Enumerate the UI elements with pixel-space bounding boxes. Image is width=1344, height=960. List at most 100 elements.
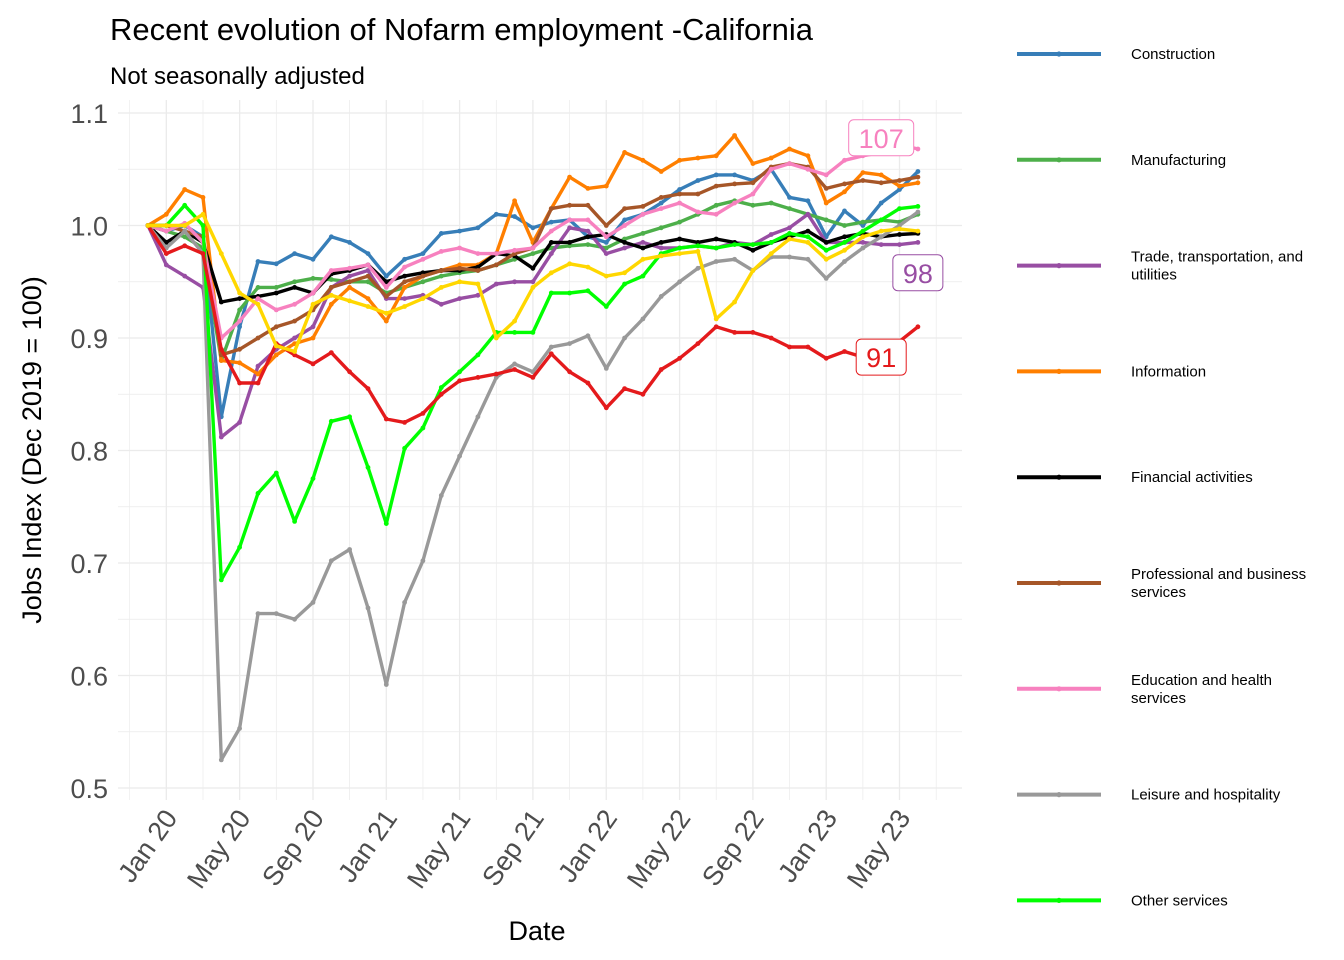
series-point bbox=[585, 202, 591, 208]
series-point bbox=[493, 251, 499, 256]
series-point bbox=[530, 225, 536, 231]
series-point bbox=[365, 268, 371, 273]
series-point bbox=[897, 206, 902, 212]
series-point bbox=[255, 296, 261, 301]
series-point bbox=[420, 273, 426, 279]
series-point bbox=[823, 247, 829, 253]
series-point bbox=[878, 234, 884, 240]
series-point bbox=[328, 350, 334, 355]
legend-item: Construction bbox=[1017, 46, 1215, 63]
series-point bbox=[383, 294, 389, 299]
y-tick-label: 0.5 bbox=[70, 774, 108, 804]
series-point bbox=[768, 240, 774, 245]
legend-item: Leisure and hospitality bbox=[1017, 787, 1281, 804]
series-point bbox=[805, 344, 811, 350]
series-point bbox=[163, 211, 169, 217]
series-point bbox=[585, 234, 591, 240]
end-label-text: 98 bbox=[903, 259, 933, 289]
series-point bbox=[695, 191, 701, 197]
series-point bbox=[512, 214, 517, 219]
series-point bbox=[750, 242, 756, 248]
series-point bbox=[438, 385, 444, 390]
series-point bbox=[292, 301, 297, 307]
series-point bbox=[402, 279, 407, 285]
series-point bbox=[750, 202, 756, 208]
x-tick-label: May 21 bbox=[401, 804, 476, 894]
series-point bbox=[842, 234, 847, 240]
series-point bbox=[200, 211, 206, 217]
series-point bbox=[622, 245, 627, 251]
series-point bbox=[255, 285, 261, 290]
end-label-text: 107 bbox=[859, 124, 904, 154]
series-point bbox=[255, 363, 261, 369]
legend-key-point bbox=[1056, 368, 1062, 374]
legend-key-point bbox=[1056, 686, 1062, 692]
series-point bbox=[585, 333, 591, 339]
series-point bbox=[493, 281, 499, 287]
series-point bbox=[255, 259, 261, 264]
y-tick-label: 0.9 bbox=[70, 324, 108, 354]
series-point bbox=[787, 344, 792, 350]
series-point bbox=[622, 206, 627, 212]
series-point bbox=[677, 157, 682, 163]
series-point bbox=[512, 198, 517, 204]
series-point bbox=[695, 155, 701, 161]
series-point bbox=[768, 166, 774, 172]
series-point bbox=[512, 318, 517, 324]
series-point bbox=[530, 265, 536, 271]
series-point bbox=[842, 208, 847, 214]
series-point bbox=[658, 200, 664, 206]
series-point bbox=[163, 240, 169, 245]
series-point bbox=[878, 242, 884, 248]
series-point bbox=[237, 360, 243, 366]
series-point bbox=[365, 279, 371, 285]
series-point bbox=[750, 268, 756, 273]
series-point bbox=[182, 243, 188, 249]
series-point bbox=[695, 178, 701, 183]
series-point bbox=[677, 200, 682, 206]
series-point bbox=[603, 366, 609, 371]
x-axis-label: Date bbox=[508, 916, 565, 946]
series-point bbox=[255, 301, 261, 307]
series-point bbox=[310, 335, 316, 341]
y-tick-label: 1.0 bbox=[70, 212, 108, 242]
series-point bbox=[768, 251, 774, 256]
series-point bbox=[548, 206, 554, 212]
series-point bbox=[805, 153, 811, 159]
series-point bbox=[695, 240, 701, 245]
series-point bbox=[475, 292, 481, 298]
series-point bbox=[585, 228, 591, 234]
series-point bbox=[475, 225, 481, 231]
series-point bbox=[347, 279, 352, 285]
series-point bbox=[365, 273, 371, 279]
series-point bbox=[567, 261, 572, 267]
series-point bbox=[677, 236, 682, 242]
series-point bbox=[530, 330, 536, 335]
series-point bbox=[457, 228, 462, 234]
legend-label: Trade, transportation, and utilities bbox=[1131, 249, 1303, 284]
series-point bbox=[860, 228, 866, 234]
series-point bbox=[823, 355, 829, 361]
series-point bbox=[658, 294, 664, 299]
series-point bbox=[713, 316, 719, 322]
series-point bbox=[218, 251, 224, 256]
series-point bbox=[842, 247, 847, 253]
series-point bbox=[640, 391, 646, 397]
series-point bbox=[218, 358, 224, 363]
series-point bbox=[493, 375, 499, 380]
series-point bbox=[383, 285, 389, 290]
series-point bbox=[273, 343, 279, 349]
series-point bbox=[512, 251, 517, 256]
series-point bbox=[713, 324, 719, 330]
series-point bbox=[897, 183, 902, 189]
x-tick-label: Jan 20 bbox=[112, 804, 183, 888]
series-point bbox=[310, 476, 316, 481]
series-point bbox=[438, 301, 444, 307]
series-point bbox=[677, 245, 682, 251]
series-point bbox=[585, 380, 591, 386]
series-point bbox=[567, 217, 572, 223]
series-point bbox=[860, 234, 866, 240]
series-point bbox=[768, 200, 774, 206]
series-point bbox=[787, 195, 792, 200]
